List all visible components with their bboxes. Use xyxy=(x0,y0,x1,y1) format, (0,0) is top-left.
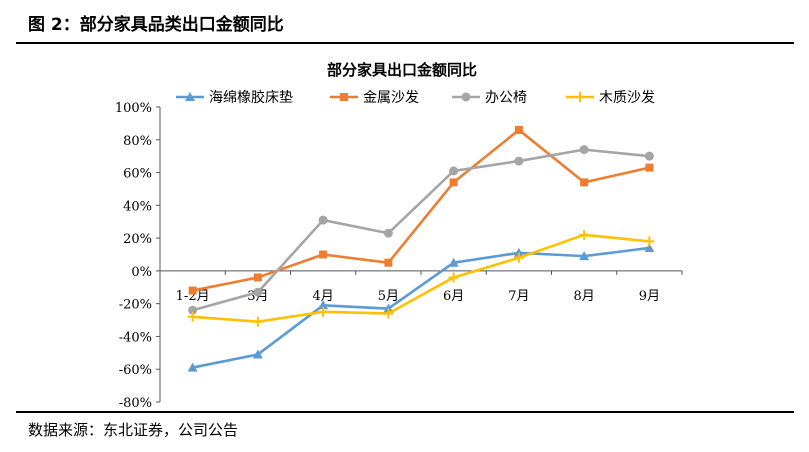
figure-header: 图 2：部分家具品类出口金额同比 xyxy=(0,0,809,40)
bottom-rule xyxy=(16,411,794,413)
series-group xyxy=(187,125,655,372)
legend-item: 金属沙发 xyxy=(330,90,419,106)
top-rule xyxy=(16,42,794,44)
legend-item: 木质沙发 xyxy=(566,90,655,106)
y-tick-label: 60% xyxy=(123,167,152,182)
data-point xyxy=(644,242,655,252)
series-circle xyxy=(188,145,654,315)
data-point xyxy=(318,300,329,310)
data-point xyxy=(383,308,394,319)
data-point xyxy=(449,166,459,176)
x-tick-label: 6月 xyxy=(443,289,464,304)
y-tick-label: 20% xyxy=(123,232,152,247)
data-point xyxy=(188,305,198,315)
data-point xyxy=(253,273,262,282)
x-tick-label: 4月 xyxy=(312,289,333,304)
legend-label: 木质沙发 xyxy=(599,90,655,106)
data-point xyxy=(645,163,654,172)
data-point xyxy=(579,145,589,155)
data-point xyxy=(319,250,328,259)
data-point xyxy=(579,229,590,240)
data-point xyxy=(188,286,197,295)
legend-marker xyxy=(185,92,195,101)
data-point xyxy=(383,303,394,313)
legend-label: 办公椅 xyxy=(485,90,527,106)
x-tick-label: 1-2月 xyxy=(176,289,210,304)
y-tick-label: 0% xyxy=(131,265,152,280)
figure-caption: 图 2：部分家具品类出口金额同比 xyxy=(28,15,284,35)
y-tick-label: 80% xyxy=(123,134,152,149)
data-point xyxy=(514,156,524,166)
source-note: 数据来源：东北证券，公司公告 xyxy=(28,421,239,439)
legend: 海绵橡胶床垫 金属沙发 办公椅 木质沙发 xyxy=(176,89,655,106)
y-tick-label: -60% xyxy=(119,363,152,378)
legend-marker xyxy=(461,92,471,102)
y-tick-label: -20% xyxy=(119,298,152,313)
legend-item: 海绵橡胶床垫 xyxy=(176,89,293,106)
data-point xyxy=(513,247,524,257)
data-point xyxy=(644,151,654,161)
series-cross xyxy=(187,229,655,327)
data-point xyxy=(644,236,655,247)
data-point xyxy=(253,287,263,297)
y-tick-label: 100% xyxy=(115,101,152,116)
data-point xyxy=(318,306,329,317)
series-line xyxy=(192,246,650,369)
data-point xyxy=(318,215,328,225)
y-tick-label: -40% xyxy=(119,330,152,345)
data-point xyxy=(580,178,589,187)
data-point xyxy=(252,316,263,327)
data-point xyxy=(448,272,459,283)
legend-label: 金属沙发 xyxy=(363,90,419,106)
x-tick-label: 7月 xyxy=(508,289,529,304)
axes: -80%-60%-40%-20%0%20%40%60%80%100%1-2月3月… xyxy=(115,101,683,411)
series-triangle xyxy=(187,242,655,372)
legend-marker xyxy=(340,93,348,101)
data-point xyxy=(187,311,198,322)
x-tick-label: 8月 xyxy=(573,289,594,304)
series-line xyxy=(192,233,650,323)
chart-title: 部分家具出口金额同比 xyxy=(327,61,477,79)
data-point xyxy=(514,125,523,134)
series-line xyxy=(192,148,650,312)
x-tick-label: 9月 xyxy=(639,289,660,304)
data-point xyxy=(513,252,524,263)
legend-marker xyxy=(575,92,585,102)
data-point xyxy=(448,257,459,267)
legend-label: 海绵橡胶床垫 xyxy=(209,89,293,106)
data-point xyxy=(579,251,590,261)
data-point xyxy=(187,362,198,372)
data-point xyxy=(384,258,393,267)
y-tick-label: 40% xyxy=(123,199,152,214)
data-point xyxy=(449,178,458,187)
y-tick-label: -80% xyxy=(119,396,152,411)
data-point xyxy=(383,228,393,238)
x-tick-label: 5月 xyxy=(378,289,399,304)
legend-item: 办公椅 xyxy=(452,90,527,106)
data-point xyxy=(252,349,263,359)
series-line xyxy=(192,128,650,292)
series-square xyxy=(188,125,654,295)
